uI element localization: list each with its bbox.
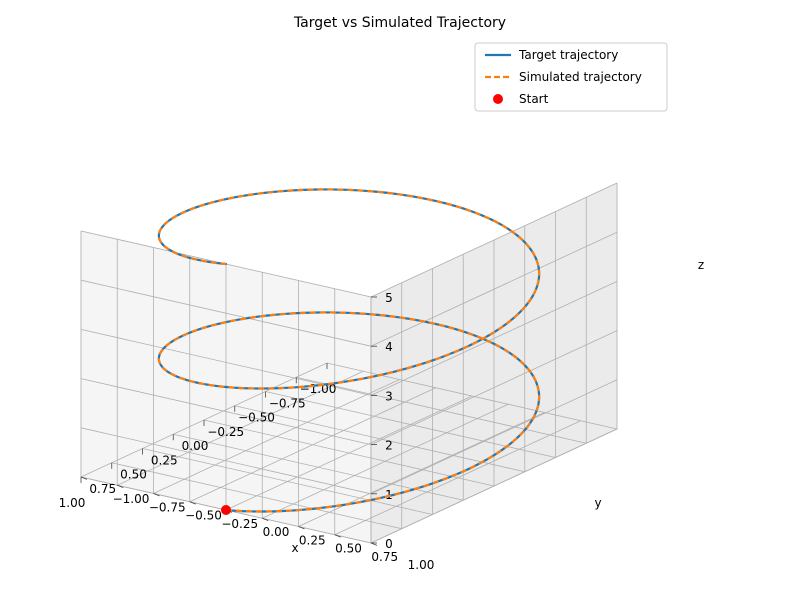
axis-ticks	[80, 296, 378, 546]
z-tick-label: 4	[385, 340, 393, 354]
grid-floor-y	[262, 403, 509, 519]
x-tick-label: 0.25	[151, 453, 178, 467]
y-tick-label: 0.25	[299, 533, 326, 547]
y-tick-tick	[80, 476, 88, 480]
tick-labels: −1.00−0.75−0.50−0.250.000.250.500.751.00…	[59, 291, 435, 572]
y-tick-label: 0.50	[335, 542, 362, 556]
y-tick-label: 1.00	[408, 558, 435, 572]
grid-floor-y	[189, 387, 436, 503]
legend-label-start: Start	[519, 92, 549, 106]
y-axis-label: y	[594, 496, 601, 510]
grid-floor-y	[117, 370, 364, 486]
y-tick-tick	[334, 534, 341, 538]
target-trajectory-line	[157, 188, 541, 513]
grid-floor-y	[153, 379, 400, 494]
legend-label-simulated: Simulated trajectory	[519, 70, 642, 84]
grid-floor-y	[225, 395, 473, 511]
grid-lines	[80, 182, 618, 544]
z-tick-label: 2	[385, 439, 393, 453]
z-tick-label: 1	[385, 488, 393, 502]
grid-back-z	[370, 330, 618, 445]
y-tick-tick	[370, 542, 378, 546]
grid-back-z	[370, 182, 618, 298]
grid-side-z	[80, 427, 372, 495]
z-tick-label: 0	[385, 537, 393, 551]
grid-back-z	[370, 428, 618, 544]
grid-back-z	[370, 231, 618, 347]
legend-box	[474, 42, 668, 112]
y-tick-label: 0.00	[263, 525, 290, 539]
x-tick-label: 0.00	[182, 439, 209, 453]
y-tick-tick	[189, 501, 196, 505]
grid-side-z	[80, 279, 372, 347]
series-curves	[157, 188, 541, 513]
grid-back-z	[370, 281, 618, 396]
y-tick-tick	[298, 526, 305, 530]
grid-floor-y	[298, 412, 545, 527]
chart-title: Target vs Simulated Trajectory	[293, 15, 506, 31]
x-tick-label: −0.25	[207, 425, 244, 439]
x-tick-label: 0.75	[89, 482, 116, 496]
legend-label-target: Target trajectory	[518, 48, 618, 62]
legend: Target trajectory Simulated trajectory S…	[474, 42, 668, 112]
x-axis-label: x	[291, 541, 298, 555]
start-marker	[221, 505, 231, 515]
z-axis-label: z	[698, 258, 704, 272]
y-tick-tick	[153, 493, 160, 497]
y-tick-label: 0.75	[371, 550, 398, 564]
y-tick-label: −0.25	[221, 517, 258, 531]
grid-floor-y	[334, 420, 581, 536]
legend-swatch-start	[493, 94, 503, 104]
x-tick-label: −0.50	[238, 411, 275, 425]
x-tick-label: 1.00	[59, 496, 86, 510]
grid-side-z	[80, 378, 372, 445]
grid-back-z	[370, 379, 618, 495]
y-tick-tick	[117, 484, 124, 489]
z-tick-label: 3	[385, 389, 393, 403]
y-tick-tick	[262, 517, 269, 522]
y-tick-label: −1.00	[113, 492, 150, 506]
y-tick-label: −0.50	[185, 509, 222, 523]
y-tick-label: −0.75	[149, 500, 186, 514]
x-tick-label: 0.50	[120, 468, 147, 482]
x-tick-label: −0.75	[269, 396, 306, 410]
z-tick-label: 5	[385, 291, 393, 305]
start-markers	[221, 505, 231, 515]
